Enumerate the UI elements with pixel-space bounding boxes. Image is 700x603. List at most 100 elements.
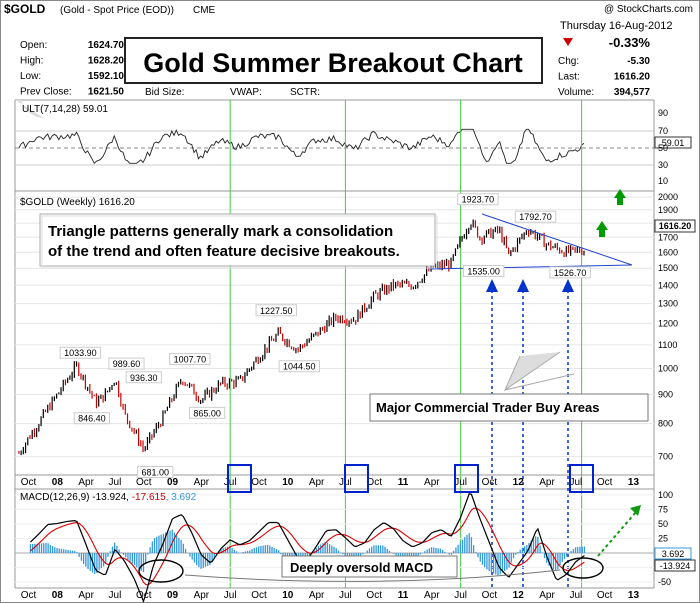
price-tick-label: 1500 [658,263,678,273]
x-tick-label: Jul [569,477,582,488]
peak-label-box [549,266,591,279]
header-row-value: 1628.20 [88,56,125,67]
price-tick-label: 1900 [658,205,678,215]
buy-areas-label: Major Commercial Trader Buy Areas [376,400,600,415]
price-bars [18,219,585,456]
ult-value-tag: 59.01 [662,138,685,148]
x-tick-label: Apr [194,590,210,601]
buy-area-markers [486,279,574,590]
x-tick-label: 09 [167,590,179,601]
x-tick-label: Jul [224,477,237,488]
oversold-circle [562,557,604,579]
peak-label: 681.00 [142,467,170,477]
x-tick-label: Oct [21,590,37,601]
price-tick-label: 900 [658,390,673,400]
svg-text:MACD(12,26,9) -13.924, -17.615: MACD(12,26,9) -13.924, -17.615, 3.692 [20,492,197,503]
x-tick-label: Apr [309,590,325,601]
bid-size: Bid Size: [145,87,184,98]
header-left-rows: Open: 1624.70 High: 1628.20 Low: 1592.10 Prev … [20,40,124,98]
peak-label: 865.00 [193,408,221,418]
header-row-label: Chg: [558,56,579,67]
macd-tick-label: 75 [658,504,668,514]
macd-label-b: -17.615 [132,492,166,503]
header-row-value: 1621.50 [88,87,125,98]
x-tick-label: Jul [569,590,582,601]
peak-label-box [278,360,321,373]
x-tick-label: Oct [366,590,382,601]
x-tick-label: Jul [109,477,122,488]
header-row-value: -5.30 [627,56,650,67]
macd-tick-label: 50 [658,519,668,529]
vwap: VWAP: [230,87,262,98]
peak-label-box [59,346,102,359]
x-tick-label: Oct [597,477,613,488]
x-tick-label: Apr [78,590,94,601]
price-tick-label: 1100 [658,340,677,350]
price-tick-label: 1200 [658,318,678,328]
peak-label-box [514,210,557,223]
x-tick-label: Oct [482,477,498,488]
price-tick-label: 1000 [658,363,678,373]
x-axis-bottom: Oct 08 Apr Jul Oct 09 Apr Jul Oct 10 Apr Jul Oct 11 Ap… [21,590,640,601]
peak-label: 1792.70 [519,212,552,222]
x-tick-label: Oct [21,477,37,488]
price-panel: $GOLD (Weekly) 1616.20 20001900180017001… [15,100,696,590]
x-axis-top: Oct 08 Apr Jul Oct 09 Apr Jul Oct 10 Apr Jul Oct 11 Ap… [21,477,640,488]
x-tick-label: Apr [309,477,325,488]
x-tick-label: Oct [251,590,267,601]
arrow-up-icon [562,279,574,292]
price-label: $GOLD (Weekly) 1616.20 [20,197,135,208]
price-tick-label: 2000 [658,192,678,202]
x-tick-label: Oct [597,590,613,601]
header-row-value: 394,577 [614,87,651,98]
price-tick-label: 1700 [658,232,678,242]
macd-signal-line [30,507,585,586]
header-row-value: 1616.20 [614,72,651,83]
peak-label: 936.30 [130,373,158,383]
x-tick-label: Jul [109,590,122,601]
peak-label-box [255,304,297,317]
x-tick-label: 10 [282,590,294,601]
price-tick-label: 700 [658,452,673,462]
x-tick-label: Apr [424,477,440,488]
x-tick-label: 10 [282,477,294,488]
macd-hist-tag: 3.692 [662,549,685,559]
macd-panel: MACD(12,26,9) -13.924, -17.615, 3.692 10… [15,490,696,603]
ult-panel: ULT(7,14,28) 59.01 59.01 90 70 50 30 10 [15,100,692,186]
ult-label: ULT(7,14,28) 59.01 [22,104,108,115]
price-tag: 1616.20 [659,221,692,231]
peak-label-box [462,265,505,278]
peak-label-box [108,357,145,370]
peak-label: 1535.00 [467,267,500,277]
down-triangle-icon [563,38,573,46]
x-tick-label: Oct [136,477,152,488]
price-tick-label: 1300 [658,299,678,309]
peak-label: 1923.70 [462,195,495,205]
symbol: $GOLD [4,2,46,16]
x-tick-label: Jul [224,590,237,601]
ult-tick-label: 30 [658,160,668,170]
header-row-label: Last: [558,72,580,83]
price-tick-label: 800 [658,419,673,429]
annotation-line-2: of the trend and often feature decisive … [48,243,400,260]
green-arrow-icon [596,221,608,237]
arrow-up-icon [517,279,529,292]
arrow-up-icon [486,279,498,292]
ult-tick-label: 90 [658,108,668,118]
date: Thursday 16-Aug-2012 [560,20,673,32]
x-tick-label: Apr [78,477,94,488]
peak-label-box [73,412,110,425]
header-row-label: Open: [20,40,47,51]
x-tick-label: Apr [539,477,555,488]
x-tick-label: 12 [513,590,525,601]
x-tick-label: 08 [52,477,64,488]
annotation-line-1: Triangle patterns generally mark a conso… [48,223,393,240]
peak-label: 989.60 [113,359,141,369]
macd-tick-label: 25 [658,534,668,544]
x-tick-label: Jul [339,590,352,601]
header-row-value: 1624.70 [88,40,125,51]
x-tick-label: Apr [194,477,210,488]
macd-label-c: , 3.692 [166,492,197,503]
price-tick-label: 1400 [658,280,678,290]
peak-label: 1526.70 [554,268,587,278]
